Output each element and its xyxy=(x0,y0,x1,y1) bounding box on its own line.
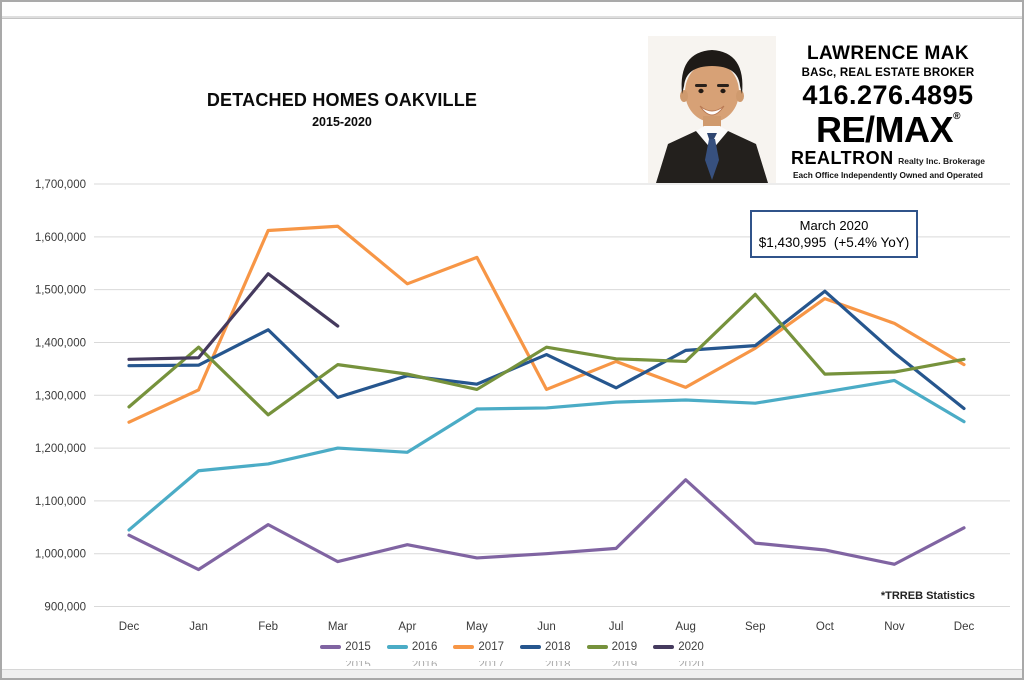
svg-text:Apr: Apr xyxy=(398,621,416,633)
remax-wordmark: RE/MAX xyxy=(816,109,954,151)
legend-swatch-2017 xyxy=(453,645,475,649)
svg-text:May: May xyxy=(466,621,488,633)
svg-text:Aug: Aug xyxy=(675,621,695,633)
callout-month: March 2020 xyxy=(799,218,869,233)
source-footnote: *TRREB Statistics xyxy=(880,590,975,602)
window-top-strip xyxy=(2,2,1022,18)
svg-text:1,000,000: 1,000,000 xyxy=(35,549,86,561)
svg-text:Jun: Jun xyxy=(537,621,556,633)
svg-text:Mar: Mar xyxy=(328,621,348,633)
svg-text:Nov: Nov xyxy=(884,621,905,633)
legend-label-2019: 2019 xyxy=(612,661,638,666)
legend-swatch-2020 xyxy=(653,645,675,649)
svg-text:900,000: 900,000 xyxy=(44,602,86,614)
chart-legend: 2015 2016 2017 2018 2019 2020 xyxy=(2,641,1022,653)
legend-label-2016: 2016 xyxy=(411,641,438,653)
legend-label-2016: 2016 xyxy=(412,661,438,666)
legend-item-2017: 2017 xyxy=(453,661,504,666)
svg-text:Feb: Feb xyxy=(258,621,278,633)
legend-label-2019: 2019 xyxy=(611,641,638,653)
svg-text:1,700,000: 1,700,000 xyxy=(35,179,86,191)
svg-text:Sep: Sep xyxy=(745,621,765,633)
broker-text-block: LAWRENCE MAK BASc, REAL ESTATE BROKER 41… xyxy=(776,36,1000,179)
legend-item-2018: 2018 xyxy=(520,641,571,653)
legend-item-2015: 2015 xyxy=(320,641,371,653)
legend-item-2019: 2019 xyxy=(586,641,638,653)
legend-item-2016: 2016 xyxy=(387,661,438,666)
legend-item-2020: 2020 xyxy=(653,661,704,666)
realtor-photo xyxy=(648,36,776,183)
legend-label-2015: 2015 xyxy=(345,641,371,653)
legend-swatch-2016 xyxy=(386,645,408,649)
broker-card: LAWRENCE MAK BASc, REAL ESTATE BROKER 41… xyxy=(648,36,1000,198)
remax-logo: RE/MAX® xyxy=(776,112,1000,148)
legend-label-2017: 2017 xyxy=(478,661,504,666)
svg-text:1,600,000: 1,600,000 xyxy=(35,232,86,244)
registered-mark: ® xyxy=(953,111,960,123)
legend-item-2018: 2018 xyxy=(520,661,571,666)
svg-text:Oct: Oct xyxy=(816,621,835,633)
svg-text:1,100,000: 1,100,000 xyxy=(35,496,86,508)
legend-item-2015: 2015 xyxy=(320,661,371,666)
svg-text:Dec: Dec xyxy=(119,621,140,633)
legend-label-2020: 2020 xyxy=(678,641,704,653)
legend-label-2020: 2020 xyxy=(678,661,704,666)
svg-text:Jul: Jul xyxy=(609,621,624,633)
broker-credentials: BASc, REAL ESTATE BROKER xyxy=(801,66,975,79)
legend-label-2018: 2018 xyxy=(545,661,571,666)
legend-label-2015: 2015 xyxy=(345,661,371,666)
broker-name: LAWRENCE MAK xyxy=(806,43,970,64)
svg-text:Jan: Jan xyxy=(189,621,208,633)
page-title: DETACHED HOMES OAKVILLE xyxy=(206,90,478,110)
window-bottom-strip xyxy=(2,669,1022,678)
realtor-photo-illustration xyxy=(648,36,776,183)
legend-item-2017: 2017 xyxy=(453,641,504,653)
legend-item-2019: 2019 xyxy=(587,661,638,666)
broker-phone: 416.276.4895 xyxy=(802,79,974,110)
svg-text:1,300,000: 1,300,000 xyxy=(35,390,86,402)
legend-item-2016: 2016 xyxy=(386,641,438,653)
legend-swatch-2018 xyxy=(520,645,541,649)
legend-label-2017: 2017 xyxy=(478,641,504,653)
cropped-legend-artifact: 2015 2016 2017 2018 2019 2020 xyxy=(2,661,1022,666)
page-subtitle: 2015-2020 xyxy=(312,115,372,129)
realtron-wordmark: REALTRON xyxy=(790,148,894,169)
svg-text:1,500,000: 1,500,000 xyxy=(35,285,86,297)
callout-value: $1,430,995 (+5.4% YoY) xyxy=(758,235,910,250)
legend-swatch-2015 xyxy=(320,645,342,649)
brokerage-line: REALTRON Realty Inc. Brokerage xyxy=(776,148,1000,169)
svg-text:1,400,000: 1,400,000 xyxy=(35,337,86,349)
legend-swatch-2019 xyxy=(586,645,608,649)
march-2020-callout: March 2020 $1,430,995 (+5.4% YoY) xyxy=(750,210,918,258)
legend-item-2020: 2020 xyxy=(653,641,704,653)
brokerage-suffix: Realty Inc. Brokerage xyxy=(898,156,986,167)
svg-text:1,200,000: 1,200,000 xyxy=(35,443,86,455)
chart-title-block: DETACHED HOMES OAKVILLE 2015-2020 xyxy=(122,90,562,129)
brokerage-disclaimer: Each Office Independently Owned and Oper… xyxy=(793,169,983,180)
legend-label-2018: 2018 xyxy=(545,641,571,653)
svg-text:Dec: Dec xyxy=(954,621,975,633)
